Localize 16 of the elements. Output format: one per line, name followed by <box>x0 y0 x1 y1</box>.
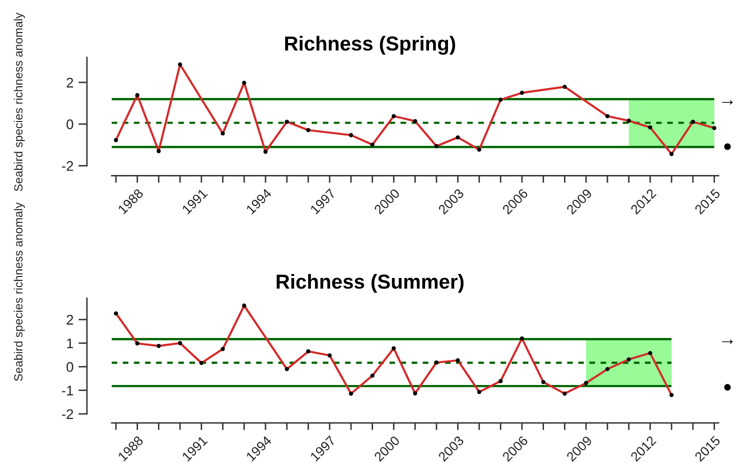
y-axis-title: Seabird species richness anomaly <box>14 12 25 192</box>
chart-title: Richness (Spring) <box>285 36 456 55</box>
chart-title: Richness (Summer) <box>276 274 464 293</box>
y-tick-label: 2 <box>66 78 74 88</box>
text: ● <box>724 143 731 150</box>
y-tick-label: 2 <box>66 314 74 325</box>
y-tick-label: 0 <box>66 362 74 372</box>
y-tick-label: -2 <box>62 161 74 171</box>
y-axis-title: Seabird species richness anomaly <box>14 202 25 381</box>
text: → <box>722 100 733 105</box>
y-tick-label: -2 <box>62 409 74 419</box>
text: → <box>722 340 733 344</box>
y-tick-label: 0 <box>66 119 74 130</box>
y-tick-label: 1 <box>67 338 74 348</box>
text: ● <box>724 384 731 391</box>
y-tick-label: -1 <box>62 386 74 396</box>
